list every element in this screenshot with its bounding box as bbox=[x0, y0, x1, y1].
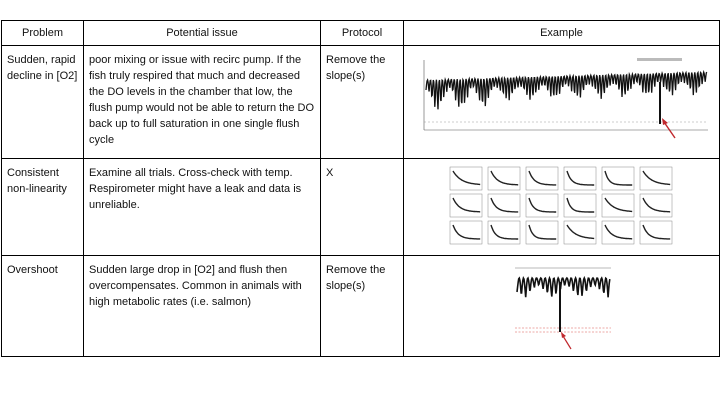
problem-cell: Overshoot bbox=[1, 255, 84, 357]
issue-cell: Sudden large drop in [O2] and flush then… bbox=[83, 255, 321, 357]
trial-panel bbox=[639, 193, 672, 218]
table-row: Overshoot Sudden large drop in [O2] and … bbox=[1, 255, 720, 357]
trial-panel bbox=[525, 220, 558, 245]
trial-panel bbox=[601, 193, 634, 218]
trial-panel bbox=[449, 220, 482, 245]
header-protocol: Protocol bbox=[320, 20, 404, 46]
protocol-table: Problem Potential issue Protocol Example… bbox=[1, 20, 720, 357]
trial-panel bbox=[449, 193, 482, 218]
header-example: Example bbox=[403, 20, 720, 46]
red-arrow-icon bbox=[662, 121, 676, 139]
trial-panel bbox=[639, 166, 672, 191]
protocol-cell: Remove the slope(s) bbox=[320, 45, 404, 159]
example-cell bbox=[403, 45, 720, 159]
protocol-cell: X bbox=[320, 158, 404, 256]
problem-cell: Consistent non-linearity bbox=[1, 158, 84, 256]
trial-panel bbox=[525, 193, 558, 218]
overshoot-trace-plot-image bbox=[514, 267, 611, 350]
header-row: Problem Potential issue Protocol Example bbox=[1, 20, 720, 46]
trial-panel bbox=[639, 220, 672, 245]
trial-panel bbox=[601, 220, 634, 245]
trial-panel bbox=[487, 166, 520, 191]
trial-panel bbox=[563, 166, 596, 191]
protocol-cell: Remove the slope(s) bbox=[320, 255, 404, 357]
trial-panel bbox=[563, 220, 596, 245]
trial-panel bbox=[601, 166, 634, 191]
trial-panel bbox=[487, 220, 520, 245]
header-problem: Problem bbox=[1, 20, 84, 46]
trial-panel bbox=[487, 193, 520, 218]
red-arrow-icon bbox=[561, 335, 572, 350]
header-potential-issue: Potential issue bbox=[83, 20, 321, 46]
trial-panel bbox=[525, 166, 558, 191]
issue-cell: poor mixing or issue with recirc pump. I… bbox=[83, 45, 321, 159]
trial-panel bbox=[449, 166, 482, 191]
oxygen-trace-plot-image bbox=[411, 52, 712, 142]
table-row: Sudden, rapid decline in [O2] poor mixin… bbox=[1, 45, 720, 159]
problem-cell: Sudden, rapid decline in [O2] bbox=[1, 45, 84, 159]
example-cell bbox=[403, 158, 720, 256]
trial-panel bbox=[563, 193, 596, 218]
example-cell bbox=[403, 255, 720, 357]
trial-grid-image bbox=[449, 166, 672, 245]
issue-cell: Examine all trials. Cross-check with tem… bbox=[83, 158, 321, 256]
table-row: Consistent non-linearity Examine all tri… bbox=[1, 158, 720, 256]
